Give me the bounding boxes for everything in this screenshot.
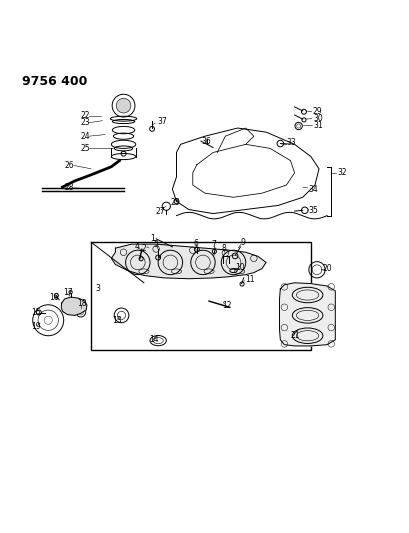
Text: 3: 3: [95, 285, 100, 293]
Text: 37: 37: [157, 117, 166, 126]
Text: 4: 4: [135, 241, 139, 251]
Text: 9: 9: [240, 238, 245, 247]
FancyBboxPatch shape: [91, 242, 310, 350]
Text: 33: 33: [286, 138, 295, 147]
Text: 23: 23: [81, 118, 90, 127]
Text: 18: 18: [77, 300, 86, 309]
Text: 29: 29: [312, 107, 322, 116]
Text: 31: 31: [312, 120, 322, 130]
Text: 36: 36: [200, 136, 210, 146]
Text: 20: 20: [321, 264, 331, 273]
Polygon shape: [111, 244, 265, 279]
Text: 26: 26: [64, 161, 74, 170]
Text: 30: 30: [312, 114, 322, 123]
Text: 35: 35: [308, 206, 318, 215]
Text: 15: 15: [31, 308, 41, 317]
Text: 5: 5: [153, 240, 158, 249]
Text: 2: 2: [142, 244, 146, 253]
Text: 9756 400: 9756 400: [22, 75, 87, 88]
Text: 19: 19: [31, 322, 41, 332]
Text: 8: 8: [221, 244, 225, 253]
Text: 10: 10: [234, 263, 244, 272]
Text: 28: 28: [64, 183, 74, 192]
Polygon shape: [61, 297, 87, 316]
Text: 11: 11: [244, 275, 254, 284]
Text: 27: 27: [155, 207, 164, 216]
Text: 13: 13: [112, 316, 121, 325]
Text: 6: 6: [193, 239, 198, 248]
Text: 16: 16: [49, 293, 59, 302]
Text: 34: 34: [308, 184, 318, 193]
Text: 25: 25: [170, 198, 180, 207]
Text: 25: 25: [81, 144, 90, 153]
Text: 17: 17: [63, 288, 73, 297]
Text: 7: 7: [211, 240, 216, 249]
Polygon shape: [279, 283, 335, 346]
Text: 1: 1: [150, 235, 155, 243]
Text: 22: 22: [81, 111, 90, 120]
Circle shape: [116, 98, 130, 113]
Text: 24: 24: [81, 132, 90, 141]
Text: 12: 12: [222, 301, 231, 310]
Text: 14: 14: [148, 335, 158, 344]
Text: 32: 32: [337, 168, 346, 177]
Text: 21: 21: [290, 331, 299, 340]
